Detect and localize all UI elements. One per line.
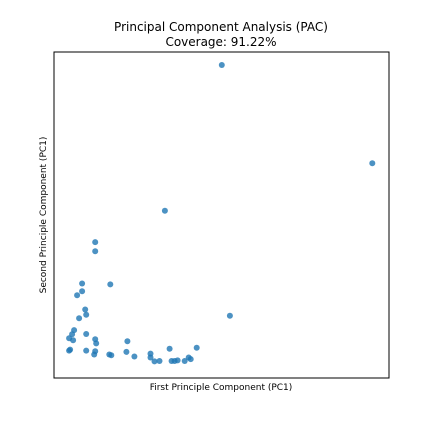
y-axis-label: Second Principle Component (PC1) [39, 137, 49, 294]
scatter-point [70, 337, 77, 344]
scatter-point [151, 358, 158, 365]
scatter-point [174, 357, 181, 364]
scatter-point [91, 351, 98, 358]
scatter-point [369, 160, 376, 167]
scatter-point [79, 280, 86, 287]
scatter-point [156, 358, 163, 364]
x-axis-label: First Principle Component (PC1) [150, 383, 293, 393]
scatter-point [108, 352, 115, 359]
scatter-point [92, 248, 99, 255]
plot-area-frame [53, 51, 390, 379]
scatter-point [187, 356, 194, 363]
chart-subtitle: Coverage: 91.22% [165, 35, 276, 49]
scatter-point [79, 288, 86, 295]
chart-title: Principal Component Analysis (PAC) [114, 20, 328, 34]
scatter-point [83, 347, 90, 354]
scatter-point [83, 331, 90, 337]
scatter-point [76, 315, 83, 322]
scatter-point [92, 239, 99, 246]
scatter-point [83, 311, 90, 318]
scatter-points [66, 62, 376, 365]
scatter-point [218, 62, 225, 68]
scatter-point [66, 347, 73, 354]
scatter-point [74, 292, 81, 299]
scatter-point [166, 345, 173, 352]
scatter-point [181, 358, 188, 364]
scatter-point [161, 207, 168, 214]
scatter-point [93, 340, 100, 347]
scatter-point [226, 312, 233, 319]
scatter-point [131, 353, 138, 360]
scatter-point [193, 344, 200, 351]
scatter-point [147, 354, 154, 361]
scatter-point [82, 306, 89, 313]
scatter-point [107, 281, 114, 288]
scatter-point [124, 338, 131, 345]
scatter-point [123, 348, 130, 355]
